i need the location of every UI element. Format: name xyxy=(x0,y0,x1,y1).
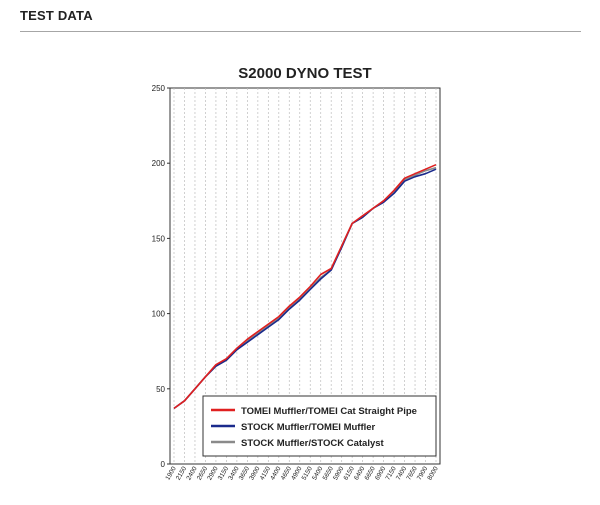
series-line xyxy=(173,163,437,410)
y-tick-label: 50 xyxy=(156,385,165,394)
y-tick-label: 100 xyxy=(152,310,166,319)
chart-title: S2000 DYNO TEST xyxy=(238,65,372,82)
legend-label: STOCK Muffler/TOMEI Muffler xyxy=(241,422,376,433)
legend xyxy=(202,395,437,457)
x-tick-label: 8000 xyxy=(426,465,439,481)
legend-label: STOCK Muffler/STOCK Catalyst xyxy=(241,438,385,449)
legend-label: TOMEI Muffler/TOMEI Cat Straight Pipe xyxy=(241,406,417,417)
y-tick-label: 250 xyxy=(152,84,166,93)
section-divider xyxy=(20,31,581,32)
y-tick-label: 150 xyxy=(152,234,166,243)
section-title: TEST DATA xyxy=(20,8,93,23)
series-line xyxy=(173,168,437,410)
y-tick-label: 200 xyxy=(152,159,166,168)
y-tick-label: 0 xyxy=(161,460,166,469)
